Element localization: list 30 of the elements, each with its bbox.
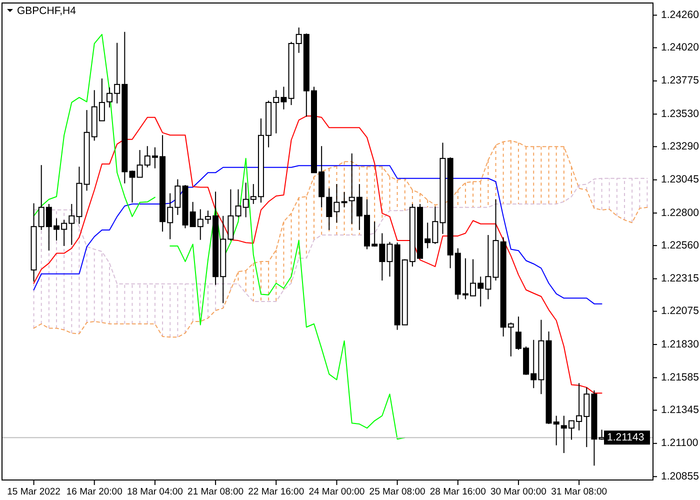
chart-title: GBPCHF,H4 (17, 4, 76, 17)
y-tick-label: 1.20855 (661, 470, 700, 482)
x-tick-label: 30 Mar 00:00 (490, 486, 546, 498)
y-tick-label: 1.21345 (661, 404, 700, 416)
x-tick-label: 28 Mar 16:00 (430, 486, 486, 498)
y-tick-label: 1.21830 (661, 338, 700, 350)
x-tick-label: 16 Mar 20:00 (66, 486, 122, 498)
y-tick-label: 1.22560 (661, 239, 700, 252)
x-tick-label: 15 Mar 2022 (7, 486, 60, 498)
y-tick-label: 1.24020 (661, 42, 700, 54)
x-tick-label: 22 Mar 16:00 (248, 486, 304, 498)
line-series (33, 165, 602, 304)
y-tick-label: 1.23530 (661, 108, 700, 120)
line-series (33, 116, 602, 394)
x-tick-label: 21 Mar 08:00 (188, 486, 244, 498)
y-tick-label: 1.22800 (661, 206, 700, 219)
y-tick-label: 1.23290 (661, 140, 700, 152)
y-tick-label: 1.22075 (661, 305, 700, 318)
y-tick-label: 1.24260 (661, 8, 700, 21)
y-tick-label: 1.21100 (661, 437, 698, 450)
x-tick-label: 25 Mar 08:00 (369, 486, 426, 498)
x-tick-label: 18 Mar 04:00 (126, 486, 183, 498)
candlestick (341, 192, 348, 208)
x-tick-label: 31 Mar 08:00 (551, 486, 608, 498)
y-tick-label: 1.22315 (661, 272, 700, 285)
x-tick-label: 24 Mar 00:00 (308, 486, 365, 498)
ref-line-label: 1.21143 (607, 431, 644, 444)
y-tick-label: 1.23045 (661, 174, 700, 186)
y-tick-label: 1.21585 (661, 371, 700, 384)
y-tick-label: 1.23775 (661, 74, 700, 87)
